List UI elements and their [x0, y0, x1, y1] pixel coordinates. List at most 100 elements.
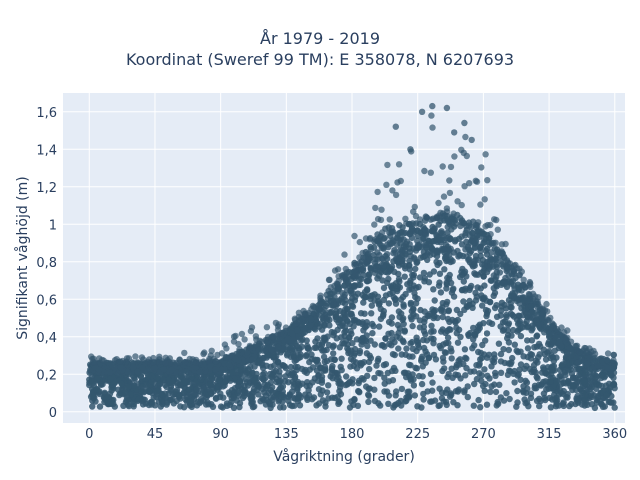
data-point — [244, 390, 251, 397]
data-point — [540, 364, 547, 371]
data-point — [422, 331, 429, 338]
data-point — [165, 376, 172, 383]
data-point — [395, 399, 402, 407]
y-tick-label: 1,2 — [36, 181, 57, 196]
data-point — [429, 124, 436, 131]
data-point — [395, 345, 402, 352]
data-point — [247, 327, 255, 335]
data-point — [403, 345, 410, 352]
data-point — [501, 301, 508, 309]
data-point — [517, 361, 525, 368]
data-point — [403, 220, 410, 227]
data-point — [183, 368, 190, 375]
data-point — [395, 161, 403, 168]
data-point — [113, 378, 120, 385]
data-point — [499, 261, 506, 268]
data-point — [414, 403, 421, 410]
data-point — [276, 404, 284, 411]
data-point — [408, 338, 416, 346]
data-point — [330, 332, 337, 339]
data-point — [487, 231, 494, 238]
data-point — [410, 306, 417, 313]
data-point — [353, 261, 360, 268]
data-point — [517, 332, 525, 340]
data-point — [441, 236, 448, 244]
data-point — [161, 381, 169, 389]
data-point — [375, 301, 383, 308]
data-point — [315, 400, 323, 407]
x-tick-label: 90 — [212, 427, 229, 442]
data-point — [549, 354, 557, 361]
data-point — [484, 221, 491, 229]
data-point — [478, 372, 485, 379]
data-point — [151, 364, 158, 372]
data-point — [358, 266, 365, 273]
data-point — [286, 391, 293, 398]
data-point — [264, 333, 272, 341]
data-point — [275, 343, 282, 351]
data-point — [471, 330, 478, 338]
data-point — [386, 340, 393, 348]
data-point — [324, 333, 331, 340]
data-point — [505, 346, 512, 354]
data-point — [362, 293, 369, 300]
data-point — [383, 181, 390, 188]
data-point — [529, 308, 536, 316]
data-point — [444, 223, 451, 231]
data-point — [370, 323, 377, 330]
data-point — [400, 320, 407, 328]
y-tick-label: 0,4 — [36, 331, 57, 346]
data-point — [338, 380, 345, 387]
data-point — [363, 319, 370, 326]
data-point — [401, 328, 408, 335]
y-tick-label: 1 — [49, 218, 57, 233]
data-point — [379, 277, 386, 284]
data-point — [318, 373, 326, 380]
data-point — [523, 399, 531, 406]
data-point — [441, 266, 448, 273]
data-point — [371, 297, 378, 304]
data-point — [325, 382, 332, 389]
data-point — [461, 183, 468, 190]
data-point — [392, 123, 399, 130]
data-point — [428, 112, 435, 119]
data-point — [479, 382, 487, 390]
data-point — [562, 380, 570, 387]
data-point — [531, 385, 538, 392]
data-point — [460, 219, 467, 227]
data-point — [409, 322, 416, 330]
data-point — [439, 367, 446, 375]
data-point — [122, 389, 129, 396]
data-point — [372, 204, 379, 212]
data-point — [461, 346, 469, 353]
data-point — [406, 361, 413, 368]
data-point — [407, 146, 414, 153]
data-point — [409, 345, 417, 352]
data-point — [497, 369, 505, 376]
data-point — [333, 375, 340, 383]
data-point — [368, 302, 375, 309]
data-point — [551, 347, 558, 354]
data-point — [460, 278, 467, 285]
data-point — [463, 253, 470, 260]
data-point — [252, 341, 260, 349]
data-point — [351, 232, 358, 240]
data-point — [439, 354, 447, 362]
data-point — [305, 387, 312, 394]
data-point — [148, 401, 155, 408]
data-point — [104, 393, 112, 400]
data-point — [236, 346, 243, 353]
data-point — [396, 284, 404, 291]
data-point — [207, 363, 214, 370]
data-point — [347, 350, 354, 357]
data-point — [379, 229, 386, 236]
data-point — [421, 315, 429, 322]
data-point — [354, 272, 361, 279]
data-point — [432, 356, 440, 363]
data-point — [380, 307, 387, 315]
data-point — [338, 355, 345, 362]
data-point — [407, 301, 414, 308]
data-point — [433, 249, 441, 256]
data-point — [454, 316, 461, 324]
data-point — [324, 313, 331, 321]
